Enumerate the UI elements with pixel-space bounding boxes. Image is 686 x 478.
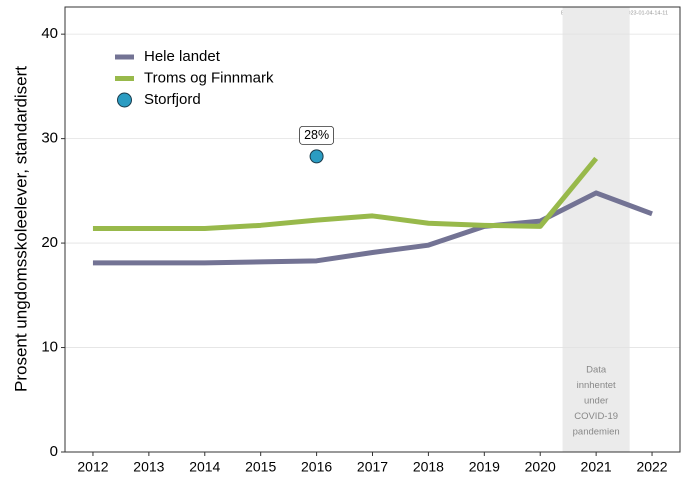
covid-note: Data — [586, 365, 607, 376]
value-label: 28% — [304, 128, 329, 142]
x-tick-label: 2016 — [301, 459, 332, 475]
y-axis-label: Prosent ungdomsskoleelever, standardiser… — [11, 66, 30, 392]
legend-label: Storfjord — [144, 91, 201, 108]
covid-note: innhentet — [577, 380, 616, 391]
x-tick-label: 2022 — [636, 459, 667, 475]
legend-label: Troms og Finnmark — [144, 69, 274, 86]
y-tick-label: 30 — [41, 130, 58, 147]
label-box — [299, 125, 334, 145]
covid-shade — [562, 7, 630, 452]
y-tick-label: 10 — [41, 339, 58, 356]
legend-label: Hele landet — [144, 48, 221, 65]
y-tick-label: 40 — [41, 25, 58, 42]
point — [309, 149, 324, 164]
covid-note: under — [584, 396, 608, 407]
y-tick-label: 20 — [41, 234, 58, 251]
covid-note: COVID-19 — [574, 411, 618, 422]
x-tick-label: 2017 — [357, 459, 388, 475]
y-tick-label: 0 — [50, 443, 58, 460]
legend-swatch — [117, 92, 132, 108]
x-tick-label: 2019 — [469, 459, 500, 475]
x-tick-label: 2020 — [525, 459, 556, 475]
x-tick-label: 2012 — [77, 459, 108, 475]
x-tick-label: 2021 — [581, 459, 612, 475]
plot-frame — [64, 6, 681, 453]
x-tick-label: 2015 — [245, 459, 276, 475]
series-line — [92, 190, 653, 266]
x-tick-label: 2013 — [133, 459, 164, 475]
x-tick-label: 2014 — [189, 459, 220, 475]
covid-note: pandemien — [573, 427, 620, 438]
x-tick-label: 2018 — [413, 459, 444, 475]
series-line — [92, 156, 599, 231]
